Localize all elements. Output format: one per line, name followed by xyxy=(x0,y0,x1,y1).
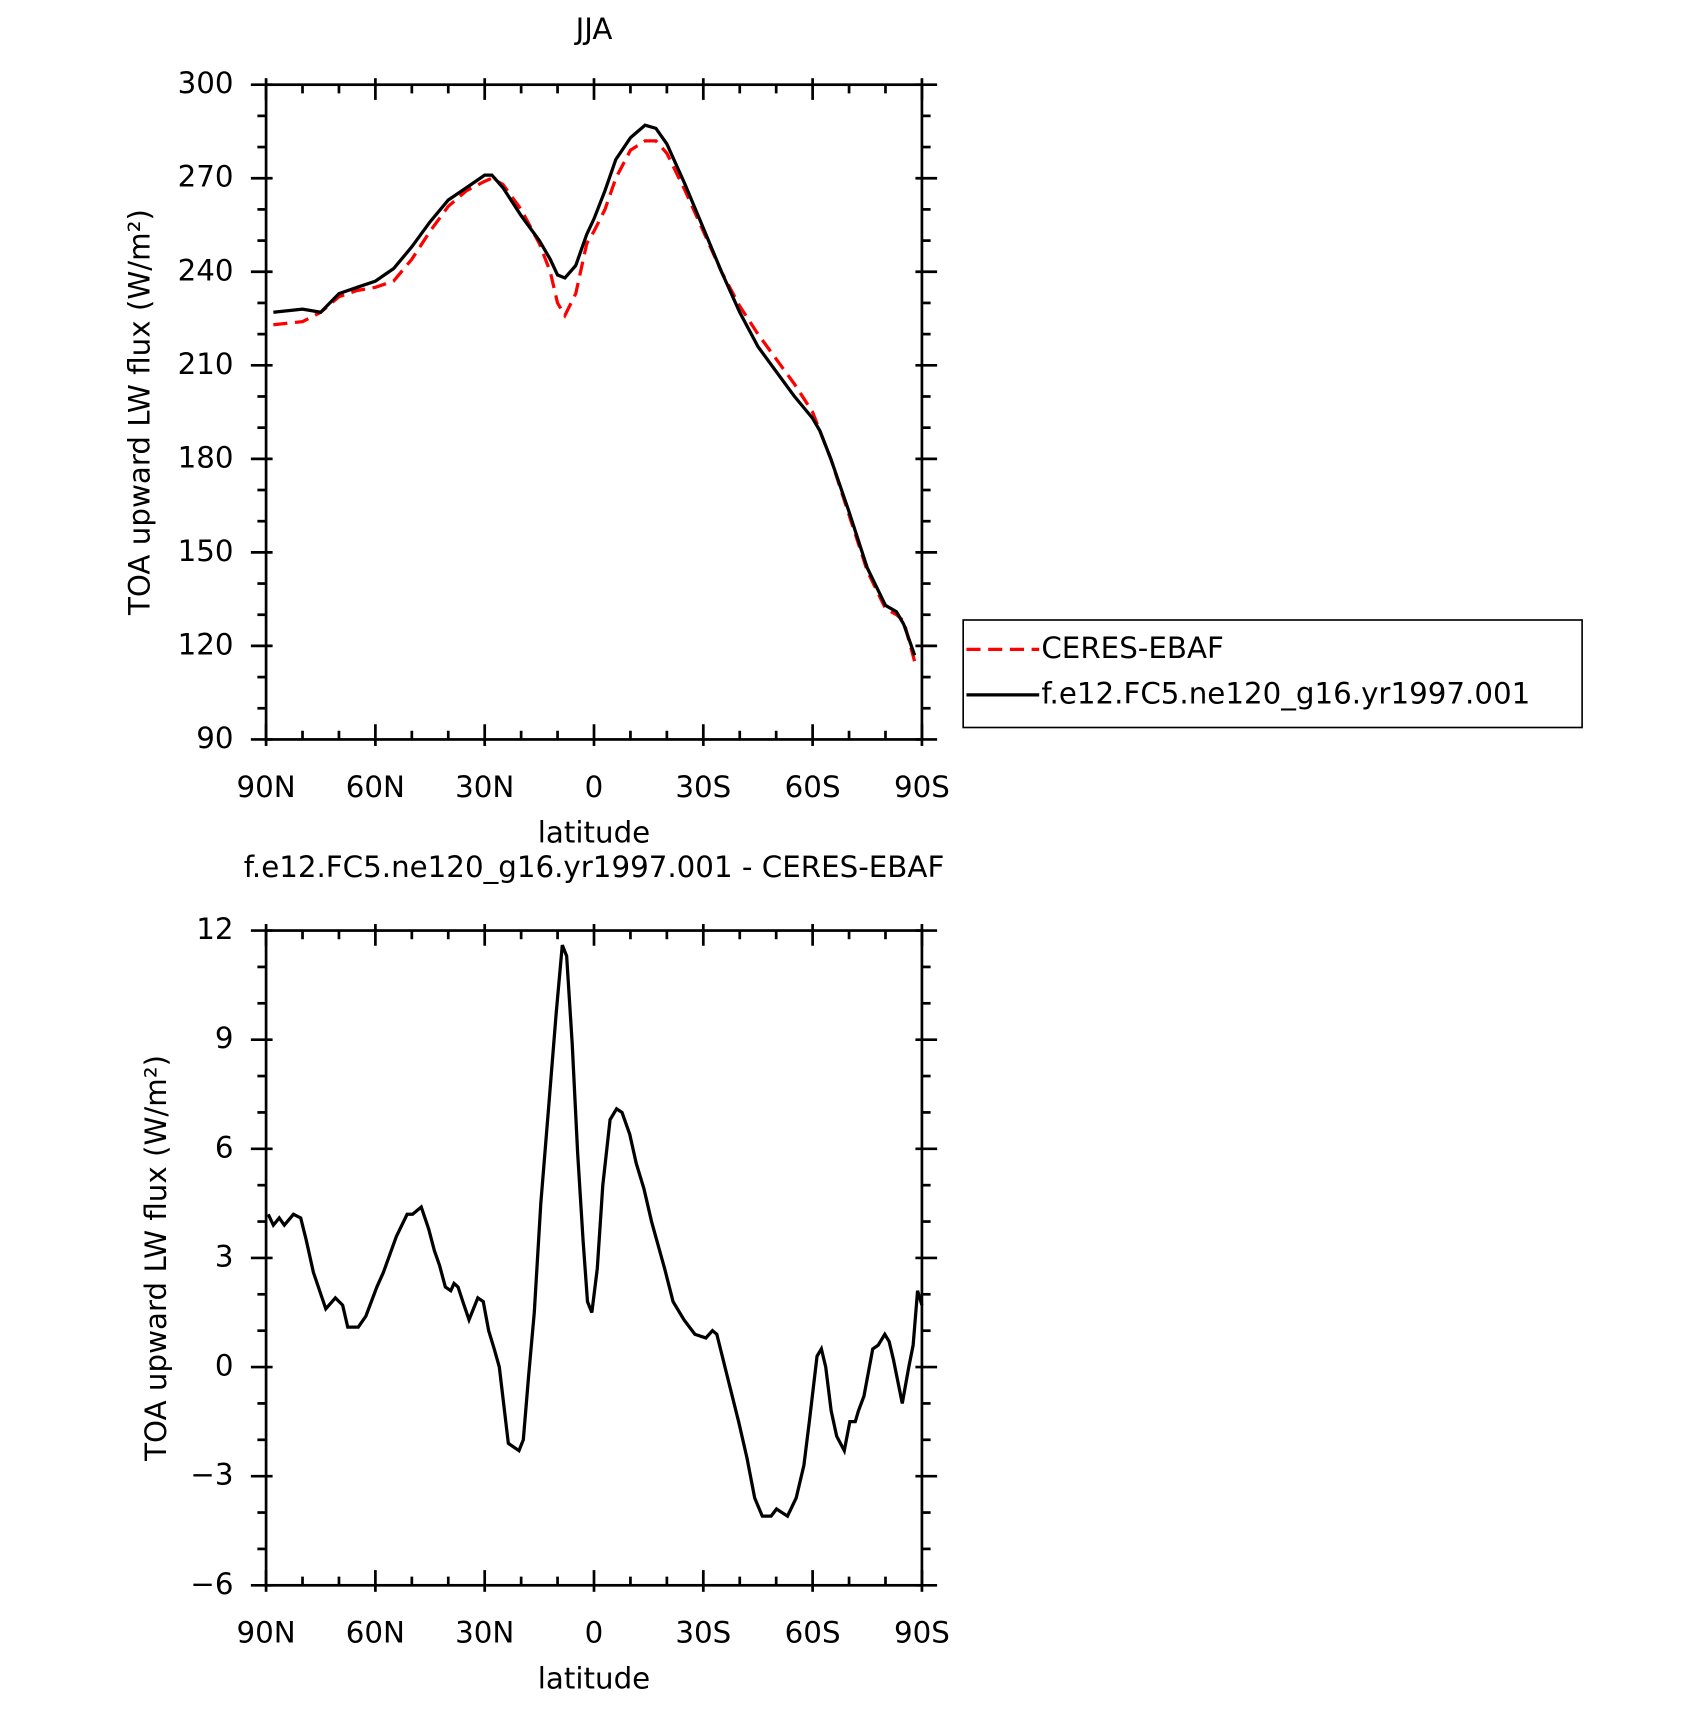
y-tick-label: −6 xyxy=(190,1567,233,1601)
data-line xyxy=(266,944,924,1519)
y-tick-label: 270 xyxy=(178,160,234,194)
x-tick-label: 60N xyxy=(346,1616,405,1650)
x-axis-label: latitude xyxy=(538,815,650,849)
x-tick-label: 60N xyxy=(346,770,405,804)
x-tick-label: 0 xyxy=(585,1616,604,1650)
x-tick-label: 90N xyxy=(236,770,295,804)
chart-title: JJA xyxy=(574,12,613,46)
x-tick-label: 60S xyxy=(785,770,841,804)
data-line xyxy=(273,123,917,656)
y-axis-label: TOA upward LW flux (W/m²) xyxy=(123,209,157,616)
y-tick-label: 210 xyxy=(178,347,234,381)
y-tick-label: 12 xyxy=(196,912,233,946)
x-tick-label: 90S xyxy=(894,1616,950,1650)
legend-label: CERES-EBAF xyxy=(1041,631,1224,665)
x-tick-label: 0 xyxy=(585,770,604,804)
y-axis-label: TOA upward LW flux (W/m²) xyxy=(139,1055,173,1462)
x-tick-label: 60S xyxy=(785,1616,841,1650)
y-tick-label: 240 xyxy=(178,253,234,287)
y-tick-label: 180 xyxy=(178,440,234,474)
chart-title: f.e12.FC5.ne120_g16.yr1997.001 - CERES-E… xyxy=(244,850,945,884)
plot-frame xyxy=(264,83,924,741)
y-tick-label: −3 xyxy=(190,1458,233,1492)
y-tick-label: 150 xyxy=(178,534,234,568)
x-tick-label: 30S xyxy=(675,770,731,804)
x-tick-label: 30S xyxy=(675,1616,731,1650)
legend-box xyxy=(962,619,1583,729)
x-tick-label: 90S xyxy=(894,770,950,804)
x-axis-label: latitude xyxy=(538,1661,650,1695)
y-tick-label: 90 xyxy=(196,721,233,755)
x-tick-label: 30N xyxy=(455,770,514,804)
plot-frame xyxy=(264,929,924,1587)
y-tick-label: 0 xyxy=(215,1349,234,1383)
data-line xyxy=(273,139,917,662)
y-tick-label: 9 xyxy=(215,1021,234,1055)
y-tick-label: 120 xyxy=(178,627,234,661)
y-tick-label: 6 xyxy=(215,1130,234,1164)
x-tick-label: 30N xyxy=(455,1616,514,1650)
y-tick-label: 3 xyxy=(215,1239,234,1273)
y-tick-label: 300 xyxy=(178,66,234,100)
legend-label: f.e12.FC5.ne120_g16.yr1997.001 xyxy=(1041,676,1530,710)
x-tick-label: 90N xyxy=(236,1616,295,1650)
